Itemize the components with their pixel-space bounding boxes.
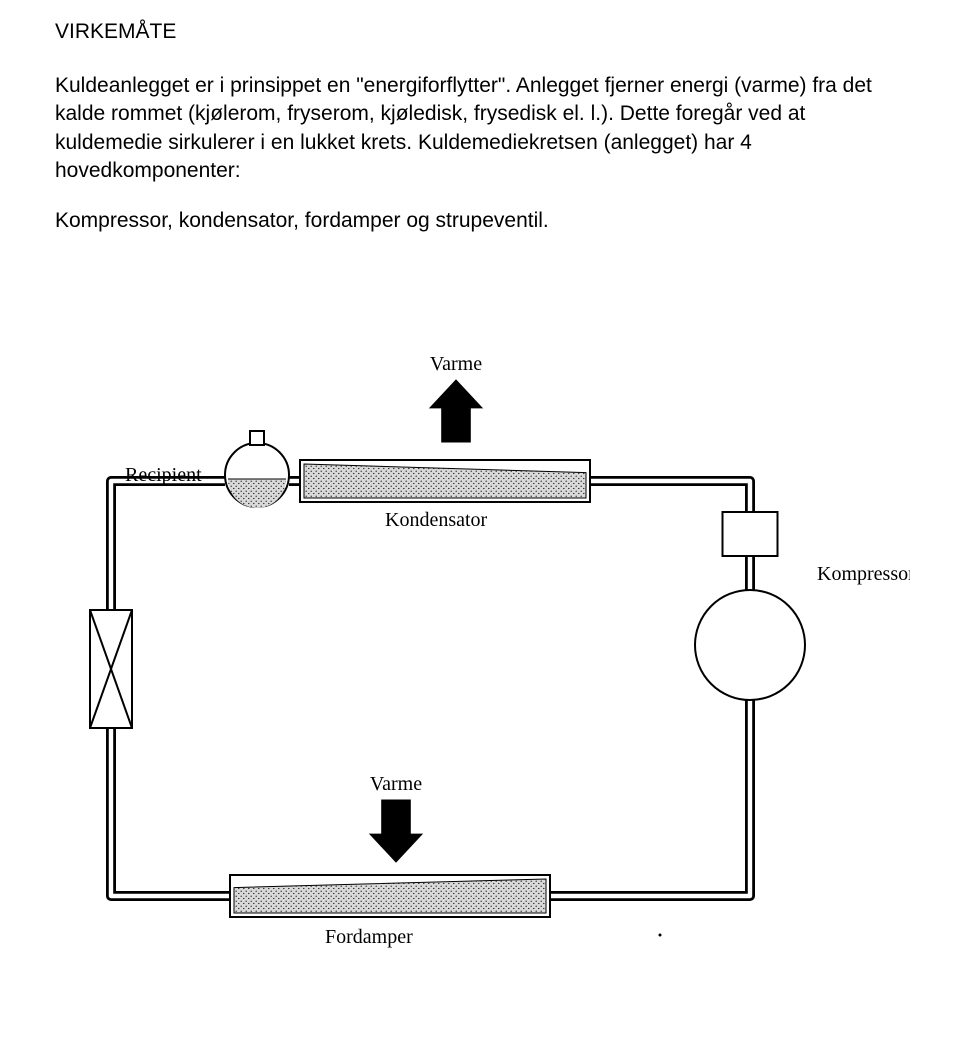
- diagram-label: Fordamper: [325, 926, 413, 948]
- diagram-label: Kondensator: [385, 509, 488, 531]
- paragraph-1: Kuldeanlegget er i prinsippet en "energi…: [55, 72, 905, 185]
- diagram-label: Kompressor: [817, 563, 910, 585]
- diagram-label: Recipient: [125, 464, 202, 486]
- paragraph-2: Kompressor, kondensator, fordamper og st…: [55, 207, 905, 235]
- diagram-label: Varme: [370, 773, 422, 795]
- diagram-label: Varme: [430, 353, 482, 375]
- section-heading: VIRKEMÅTE: [55, 20, 905, 44]
- page: VIRKEMÅTE Kuldeanlegget er i prinsippet …: [0, 0, 960, 1063]
- refrigeration-cycle-diagram: Varme Varme Recipient Kondensator Kompressor…: [60, 345, 910, 985]
